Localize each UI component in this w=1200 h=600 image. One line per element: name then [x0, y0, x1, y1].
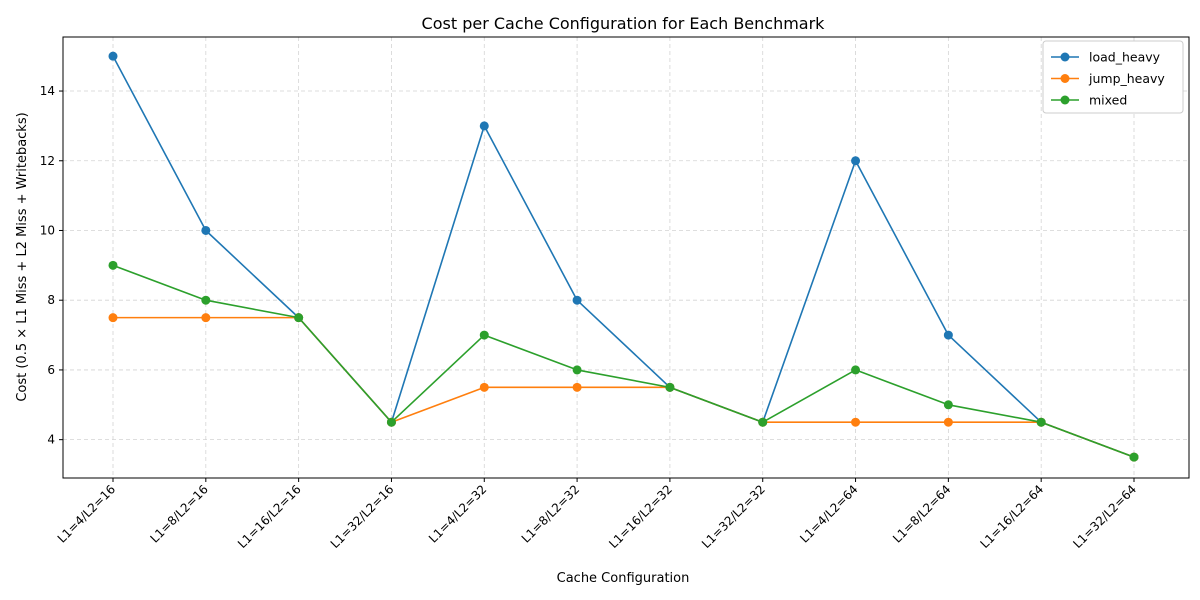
legend-label: mixed [1089, 93, 1127, 108]
x-tick-label: L1=16/L2=32 [606, 482, 675, 551]
data-point-mixed [572, 365, 582, 375]
data-point-mixed [851, 365, 861, 375]
legend-label: load_heavy [1089, 50, 1161, 65]
data-point-mixed [386, 417, 396, 427]
y-tick-label: 4 [47, 433, 55, 447]
data-point-jump_heavy [201, 313, 211, 323]
data-point-mixed [108, 260, 118, 270]
data-point-mixed [201, 295, 211, 305]
data-point-jump_heavy [851, 417, 861, 427]
legend-marker [1060, 52, 1070, 62]
legend-box [1042, 40, 1184, 114]
x-tick-label: L1=32/L2=32 [699, 482, 768, 551]
data-point-jump_heavy [572, 382, 582, 392]
y-axis-title: Cost (0.5 × L1 Miss + L2 Miss + Writebac… [15, 112, 30, 401]
x-axis-title: Cache Configuration [557, 571, 690, 586]
chart-title: Cost per Cache Configuration for Each Be… [422, 14, 826, 33]
data-point-load_heavy [201, 225, 211, 235]
x-tick-label: L1=16/L2=64 [977, 482, 1046, 551]
data-point-load_heavy [479, 121, 489, 131]
y-tick-label: 6 [47, 363, 55, 377]
series-line-load_heavy [112, 55, 1135, 458]
data-point-jump_heavy [943, 417, 953, 427]
legend-marker [1060, 95, 1070, 105]
x-tick-label: L1=8/L2=16 [148, 482, 211, 545]
data-point-load_heavy [108, 51, 118, 61]
data-point-jump_heavy [108, 313, 118, 323]
legend-label: jump_heavy [1088, 71, 1165, 86]
x-tick-label: L1=8/L2=32 [519, 482, 582, 545]
legend-marker [1060, 74, 1070, 83]
data-point-mixed [479, 330, 489, 340]
x-tick-label: L1=32/L2=64 [1070, 482, 1139, 551]
x-tick-label: L1=32/L2=16 [328, 482, 397, 551]
y-tick-label: 14 [40, 84, 55, 98]
y-tick-label: 12 [40, 154, 55, 168]
data-point-mixed [665, 382, 675, 392]
x-tick-label: L1=4/L2=32 [426, 482, 489, 545]
x-tick-label: L1=8/L2=64 [890, 482, 953, 545]
data-point-load_heavy [851, 156, 861, 166]
data-point-mixed [294, 313, 304, 323]
data-point-mixed [1036, 417, 1046, 427]
x-tick-label: L1=16/L2=16 [235, 482, 304, 551]
plot-frame [62, 36, 1190, 479]
data-point-jump_heavy [479, 382, 489, 392]
data-point-mixed [943, 400, 953, 410]
y-tick-label: 8 [47, 293, 55, 307]
data-point-load_heavy [943, 330, 953, 340]
y-tick-label: 10 [40, 223, 55, 237]
data-point-load_heavy [572, 295, 582, 305]
series-lines [108, 51, 1139, 462]
x-tick-label: L1=4/L2=64 [797, 482, 860, 545]
series-line-jump_heavy [113, 316, 1135, 458]
x-tick-label: L1=4/L2=16 [55, 482, 118, 545]
data-point-mixed [758, 417, 768, 427]
grid [63, 37, 1189, 478]
series-line-mixed [112, 264, 1135, 458]
data-point-mixed [1129, 452, 1139, 462]
